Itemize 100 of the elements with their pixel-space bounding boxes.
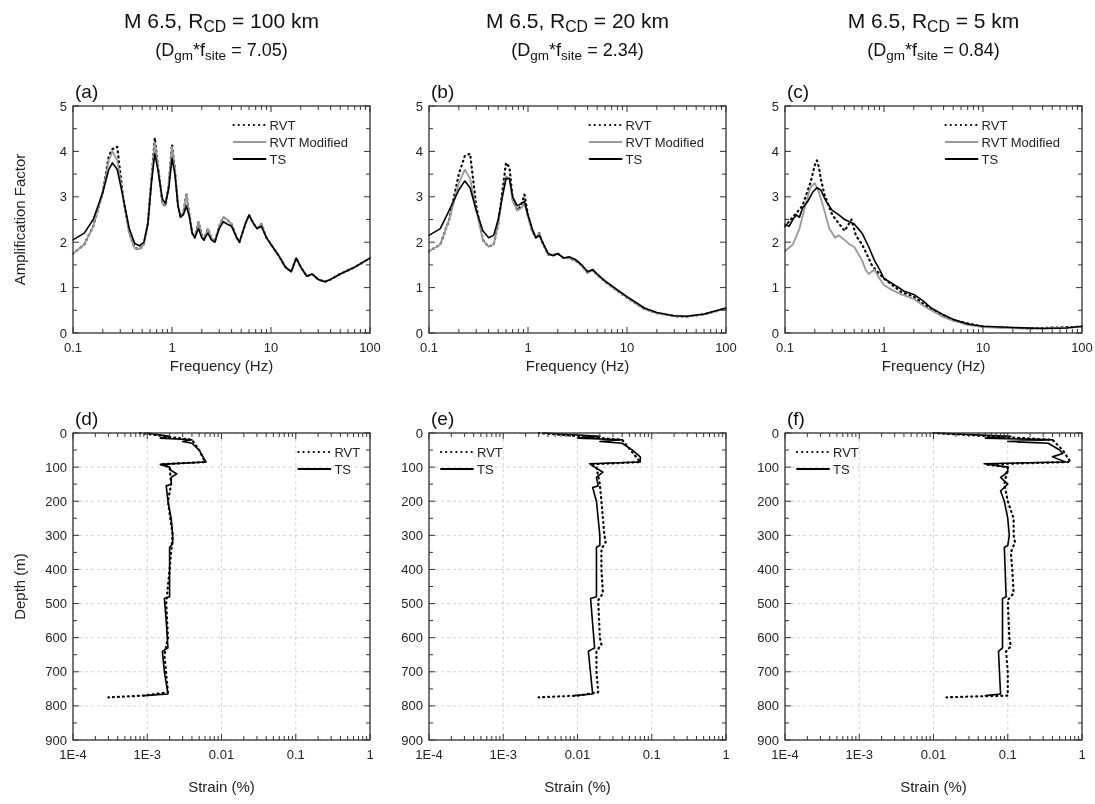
y-tick-label: 500 bbox=[401, 596, 423, 612]
y-tick-label: 1 bbox=[771, 280, 779, 296]
legend-label: TS bbox=[334, 461, 352, 477]
x-tick-label: 10 bbox=[619, 340, 635, 355]
x-tick-label: 1 bbox=[524, 340, 532, 355]
chart-subtitle: (D$_{gm}$*f$_{site}$ = 0.84) bbox=[867, 40, 1000, 63]
text: (e) bbox=[431, 408, 455, 429]
y-tick-label: 0 bbox=[771, 325, 779, 341]
x-axis-title: Frequency (Hz) bbox=[881, 357, 986, 374]
y-tick-label: 5 bbox=[415, 98, 423, 114]
legend-label: TS bbox=[981, 151, 999, 167]
y-tick-label: 2 bbox=[771, 234, 779, 250]
x-tick-label: 10 bbox=[263, 340, 279, 355]
legend-label: RVT bbox=[981, 117, 1008, 133]
x-tick-label: 0.01 bbox=[564, 747, 591, 762]
x-axis-title: Strain (%) bbox=[544, 778, 611, 795]
x-tick-label: 100 bbox=[359, 340, 381, 355]
legend-label: RVT bbox=[334, 444, 361, 460]
x-tick-label: 1E-3 bbox=[845, 747, 873, 762]
x-tick-label: 1 bbox=[880, 340, 888, 355]
y-tick-label: 0 bbox=[59, 325, 67, 341]
y-tick-label: 4 bbox=[59, 143, 67, 159]
chart-subtitle: (D$_{gm}$*f$_{site}$ = 2.34) bbox=[511, 40, 644, 63]
x-tick-label: 0.1 bbox=[286, 747, 305, 762]
y-tick-label: 5 bbox=[59, 98, 67, 114]
y-tick-label: 400 bbox=[401, 561, 423, 577]
chart-subtitle: (D$_{gm}$*f$_{site}$ = 7.05) bbox=[155, 40, 288, 63]
x-tick-label: 1E-3 bbox=[489, 747, 517, 762]
y-tick-label: 100 bbox=[401, 459, 423, 475]
x-tick-label: 1 bbox=[722, 747, 730, 762]
y-tick-label: 1 bbox=[59, 280, 67, 296]
x-tick-label: 1 bbox=[366, 747, 374, 762]
legend-label: TS bbox=[269, 151, 287, 167]
legend-label: RVT Modified bbox=[269, 134, 348, 150]
y-tick-label: 4 bbox=[771, 143, 779, 159]
y-tick-label: 700 bbox=[757, 664, 779, 680]
y-tick-label: 600 bbox=[401, 630, 423, 646]
y-tick-label: 900 bbox=[401, 732, 423, 748]
y-tick-label: 3 bbox=[771, 189, 779, 205]
y-tick-label: 2 bbox=[59, 234, 67, 250]
y-tick-label: 3 bbox=[59, 189, 67, 205]
legend-label: TS bbox=[833, 461, 850, 477]
x-axis-title: Frequency (Hz) bbox=[169, 357, 274, 374]
x-tick-label: 0.01 bbox=[208, 747, 235, 762]
y-tick-label: 100 bbox=[45, 459, 67, 475]
chart-title: M 6.5, R$_{CD}$ = 5 km bbox=[847, 9, 1020, 35]
x-tick-label: 1E-4 bbox=[415, 747, 443, 762]
y-tick-label: 5 bbox=[771, 98, 779, 114]
y-tick-label: 900 bbox=[757, 732, 779, 748]
legend-label: TS bbox=[477, 461, 494, 477]
text: (b) bbox=[431, 81, 455, 102]
y-tick-label: 4 bbox=[415, 143, 423, 159]
y-tick-label: 800 bbox=[401, 698, 423, 714]
y-tick-label: 0 bbox=[415, 425, 423, 441]
legend-label: RVT bbox=[833, 444, 859, 460]
y-tick-label: 900 bbox=[45, 732, 67, 748]
x-tick-label: 0.1 bbox=[775, 340, 795, 355]
legend-label: RVT Modified bbox=[625, 134, 704, 150]
y-tick-label: 0 bbox=[771, 425, 779, 441]
y-tick-label: 0 bbox=[59, 425, 67, 441]
y-tick-label: 300 bbox=[401, 527, 423, 543]
legend-label: RVT bbox=[269, 117, 296, 133]
x-tick-label: 1E-3 bbox=[133, 747, 161, 762]
x-tick-label: 1E-4 bbox=[59, 747, 87, 762]
x-tick-label: 0.1 bbox=[998, 747, 1017, 762]
y-tick-label: 700 bbox=[401, 664, 423, 680]
y-tick-label: 300 bbox=[45, 527, 67, 543]
x-tick-label: 0.1 bbox=[419, 340, 439, 355]
y-tick-label: 600 bbox=[757, 630, 779, 646]
legend-label: RVT bbox=[477, 444, 503, 460]
y-tick-label: 0 bbox=[415, 325, 423, 341]
x-axis-title: Frequency (Hz) bbox=[525, 357, 630, 374]
text: (a) bbox=[75, 81, 99, 102]
y-tick-label: 2 bbox=[415, 234, 423, 250]
y-tick-label: 100 bbox=[757, 459, 779, 475]
x-tick-label: 100 bbox=[715, 340, 737, 355]
y-axis-title: Amplification Factor bbox=[11, 153, 28, 286]
x-tick-label: 0.1 bbox=[642, 747, 661, 762]
legend-label: RVT bbox=[625, 117, 652, 133]
x-tick-label: 100 bbox=[1071, 340, 1093, 355]
x-axis-title: Strain (%) bbox=[900, 778, 967, 795]
y-tick-label: 800 bbox=[757, 698, 779, 714]
y-tick-label: 400 bbox=[757, 561, 779, 577]
y-tick-label: 700 bbox=[45, 664, 67, 680]
x-tick-label: 1E-4 bbox=[771, 747, 799, 762]
y-axis-title: Depth (m) bbox=[11, 553, 28, 620]
text: (f) bbox=[787, 408, 805, 429]
x-tick-label: 10 bbox=[975, 340, 991, 355]
text: (d) bbox=[75, 408, 99, 429]
y-tick-label: 600 bbox=[45, 630, 67, 646]
x-axis-title: Strain (%) bbox=[188, 778, 255, 795]
y-tick-label: 400 bbox=[45, 561, 67, 577]
y-tick-label: 500 bbox=[757, 596, 779, 612]
legend-label: TS bbox=[625, 151, 643, 167]
legend-label: RVT Modified bbox=[981, 134, 1060, 150]
y-tick-label: 500 bbox=[45, 596, 67, 612]
y-tick-label: 200 bbox=[45, 493, 67, 509]
y-tick-label: 200 bbox=[757, 493, 779, 509]
text: (c) bbox=[787, 81, 810, 102]
x-tick-label: 0.01 bbox=[920, 747, 947, 762]
